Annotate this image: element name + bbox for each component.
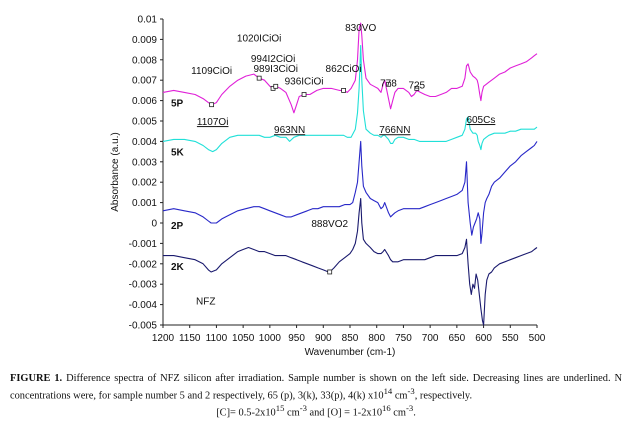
x-tick-label: 800 xyxy=(368,333,385,344)
marker-layer xyxy=(209,75,420,275)
caption-unit-1: cm xyxy=(392,390,408,402)
peak-annotation: 778 xyxy=(380,78,397,89)
x-tick-label: 1150 xyxy=(179,333,201,344)
decreasing-annotation: 1107Oi xyxy=(197,117,229,128)
x-tick-label: 900 xyxy=(315,333,332,344)
peak-annotation: 936ICiOi xyxy=(285,76,324,87)
y-tick-label: 0.005 xyxy=(132,117,157,128)
caption-carbon: [C]= 0.5-2x10 xyxy=(216,407,276,419)
x-tick-label: 1050 xyxy=(232,333,255,344)
y-tick-label: 0.009 xyxy=(132,35,157,46)
series-label: 5K xyxy=(171,148,185,159)
y-tick-label: 0 xyxy=(151,219,157,230)
caption-end: . xyxy=(413,407,416,419)
y-tick-label: 0.002 xyxy=(132,178,157,189)
y-tick-label: 0.001 xyxy=(132,198,157,209)
peak-annotation: 1109CiOi xyxy=(191,66,232,77)
x-tick-label: 500 xyxy=(529,333,546,344)
peak-marker xyxy=(301,92,307,97)
x-tick-label: 1200 xyxy=(152,333,175,344)
decreasing-annotation: 963NN xyxy=(274,125,305,136)
y-tick-label: 0.007 xyxy=(132,76,157,87)
decreasing-annotation: 605Cs xyxy=(466,115,495,126)
caption-exponent-5: 16 xyxy=(382,403,391,414)
y-tick-label: 0.008 xyxy=(132,55,157,66)
caption-text: Difference spectra of NFZ silicon after … xyxy=(10,373,622,402)
caption-exponent-1: 14 xyxy=(383,386,393,396)
decreasing-annotation: 766NN xyxy=(379,125,410,136)
peak-marker xyxy=(414,85,420,91)
peak-marker xyxy=(273,83,279,89)
x-tick-label: 600 xyxy=(475,333,492,344)
series-label: 2P xyxy=(171,221,184,232)
caption-unit-3: cm xyxy=(390,407,406,419)
x-axis-label: Wavenumber (cm-1) xyxy=(305,347,396,358)
y-tick-label: -0.002 xyxy=(129,259,158,270)
x-tick-label: 850 xyxy=(342,333,359,344)
spectra-chart: -0.005 -0.004 -0.003 -0.002 -0.001 0 0.001 0.00… xyxy=(110,15,546,359)
chart-axes: -0.005 -0.004 -0.003 -0.002 -0.001 0 0.001 0.00… xyxy=(129,15,546,345)
series-line-2p xyxy=(162,140,538,244)
peak-marker xyxy=(386,81,391,87)
caption-unit-2: cm xyxy=(284,407,300,419)
caption-exponent-2: -3 xyxy=(407,386,415,396)
series-label: 2K xyxy=(171,262,185,273)
y-tick-label: 0.01 xyxy=(138,15,158,26)
peak-marker xyxy=(327,269,333,275)
peak-annotation: 862CiOi xyxy=(326,64,362,75)
y-tick-label: -0.001 xyxy=(129,239,158,250)
peak-annotation: 994I2CiOi xyxy=(251,54,295,65)
caption-tail: , respectively. xyxy=(414,390,473,402)
x-tick-label: 950 xyxy=(288,333,305,344)
caption-exponent-4: -3 xyxy=(299,403,307,414)
x-tick-label: 550 xyxy=(502,333,519,344)
y-tick-label: -0.004 xyxy=(129,300,158,311)
peak-annotation: 1020ICiOi xyxy=(237,33,281,44)
peak-annotation: 830VO xyxy=(345,23,376,34)
y-tick-label: -0.005 xyxy=(129,321,158,332)
peak-annotation: NFZ xyxy=(196,297,215,308)
peak-annotation: 989I3CiOi xyxy=(253,64,297,75)
x-tick-label: 1000 xyxy=(259,333,282,344)
x-tick-label: 650 xyxy=(449,333,466,344)
series-line-5p xyxy=(162,22,538,114)
caption-oxygen: and [O] = 1-2x10 xyxy=(306,407,383,419)
peak-marker xyxy=(256,75,262,81)
peak-marker xyxy=(341,88,346,93)
peak-annotation: 725 xyxy=(408,80,425,91)
y-axis-label: Absorbance (a.u.) xyxy=(110,132,121,212)
x-tick-label: 750 xyxy=(395,333,412,344)
y-tick-label: 0.006 xyxy=(132,96,157,107)
annotation-layer: 5P 5K 2P 2K 830VO 1020ICiOi 994I2CiOi989I3CiOi… xyxy=(171,23,495,307)
series-layer xyxy=(162,22,538,326)
figure-caption: FIGURE 1. Difference spectra of NFZ sili… xyxy=(10,372,622,420)
x-tick-label: 700 xyxy=(422,333,439,344)
y-tick-label: -0.003 xyxy=(129,280,158,291)
caption-line-2: [C]= 0.5-2x1015 cm-3 and [O] = 1-2x1016 … xyxy=(10,402,622,419)
peak-annotation: 888VO2 xyxy=(311,219,348,230)
figure-label: FIGURE 1. xyxy=(10,373,63,384)
series-label: 5P xyxy=(171,99,184,110)
y-tick-label: 0.004 xyxy=(132,137,157,148)
series-line-2k xyxy=(163,197,538,326)
series-line-5k xyxy=(162,44,538,153)
peak-marker xyxy=(209,102,215,108)
caption-exponent-6: -3 xyxy=(405,403,414,414)
y-tick-label: 0.003 xyxy=(132,157,157,168)
x-tick-label: 1100 xyxy=(206,333,228,344)
caption-exponent-3: 15 xyxy=(275,403,285,414)
